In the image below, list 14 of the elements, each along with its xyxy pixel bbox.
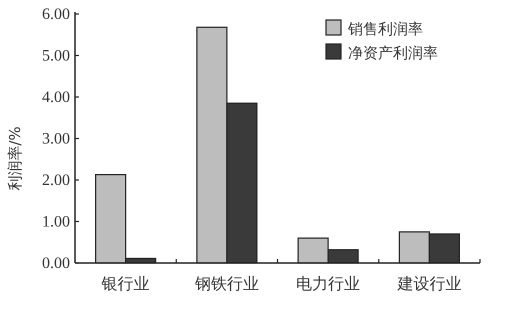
- x-tick-label: 电力行业: [296, 274, 360, 293]
- x-tick-label: 银行业: [100, 274, 150, 293]
- y-tick-label: 6.00: [42, 6, 70, 23]
- y-tick-label: 1.00: [42, 214, 70, 230]
- x-tick-label: 建设行业: [396, 274, 462, 293]
- y-tick-label: 3.00: [42, 130, 70, 148]
- legend-label: 净资产利润率: [348, 44, 438, 62]
- y-tick-label: 2.00: [42, 172, 70, 189]
- y-tick-label: 0.00: [42, 255, 70, 272]
- y-axis-title: 利润率/%: [6, 126, 24, 191]
- y-tick-label: 4.00: [42, 89, 70, 106]
- x-tick-label: 钢铁行业: [194, 274, 259, 293]
- legend-label: 销售利润率: [347, 20, 423, 38]
- y-tick-label: 5.00: [42, 48, 70, 64]
